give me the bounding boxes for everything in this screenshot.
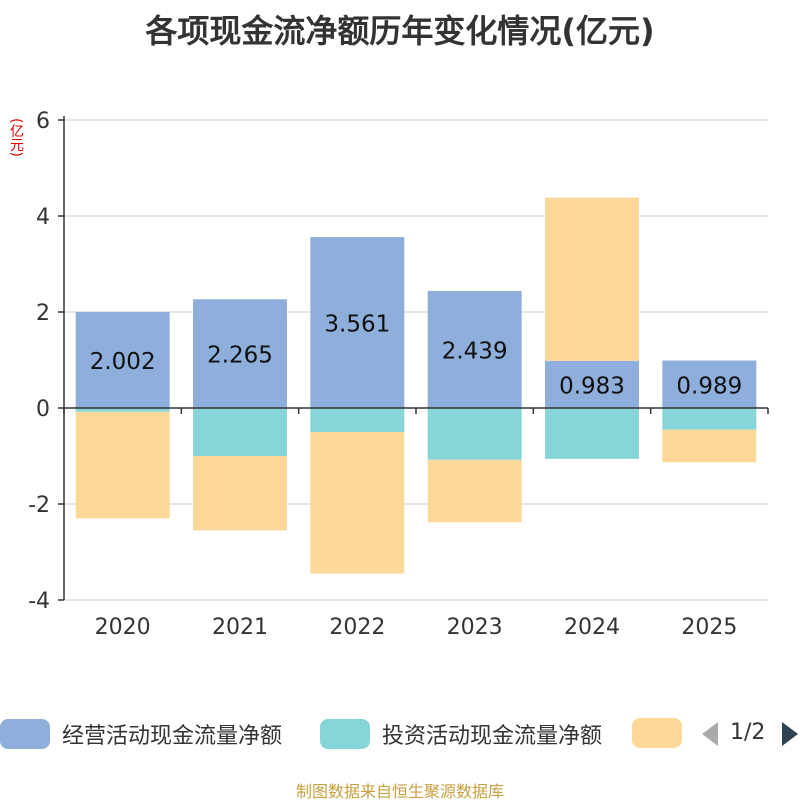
y-tick-label: 2 [36, 301, 50, 326]
x-tick-label-2021: 2021 [212, 615, 268, 640]
legend-label-investing: 投资活动现金流量净额 [382, 724, 603, 749]
data-label-2023: 2.439 [442, 338, 508, 364]
legend-item-financing[interactable] [632, 718, 694, 748]
y-axis-unit: (亿元) [8, 118, 24, 157]
legend-swatch-investing [320, 719, 370, 749]
chart-title: 各项现金流净额历年变化情况(亿元) [145, 12, 655, 50]
x-tick-label-2024: 2024 [564, 615, 620, 640]
bars [75, 197, 757, 574]
bar-2020-series-1 [75, 408, 170, 412]
bar-2020-series-0 [75, 311, 170, 408]
bar-2022-series-1 [310, 408, 405, 432]
legend: 经营活动现金流量净额 投资活动现金流量净额 [0, 718, 800, 752]
bar-2021-series-1 [193, 408, 287, 456]
bar-2020-series-2 [75, 411, 170, 519]
bar-2025-series-2 [662, 429, 757, 463]
bar-2023-series-2 [427, 459, 522, 523]
bar-2023-series-0 [427, 290, 522, 408]
bar-2024-series-2 [545, 197, 639, 361]
bar-2025-series-0 [662, 360, 757, 408]
labels: 2.002 2.265 3.561 2.439 0.983 0.989 [90, 312, 743, 400]
bar-2021-series-2 [193, 456, 287, 531]
y-tick-label: 6 [36, 109, 50, 134]
legend-prev-page-icon[interactable] [698, 720, 722, 748]
bar-2024-series-1 [545, 408, 639, 459]
bar-2023-series-1 [427, 408, 522, 460]
x-tick-label-2025: 2025 [681, 615, 737, 640]
x-tick-label-2023: 2023 [447, 615, 503, 640]
data-label-2025: 0.989 [676, 373, 742, 399]
legend-swatch-operating [0, 719, 50, 749]
legend-page-indicator: 1/2 [730, 720, 766, 745]
gridlines [64, 119, 768, 601]
legend-next-page-icon[interactable] [778, 720, 800, 748]
bar-2021-series-0 [193, 299, 287, 408]
y-tick-label: -4 [28, 589, 50, 614]
data-label-2021: 2.265 [207, 343, 273, 369]
legend-item-investing[interactable]: 投资活动现金流量净额 [320, 718, 602, 750]
bar-2024-series-0 [545, 360, 639, 408]
y-tick-label: 4 [36, 205, 50, 230]
bar-2025-series-1 [662, 408, 757, 430]
data-label-2024: 0.983 [559, 373, 625, 399]
legend-label-operating: 经营活动现金流量净额 [62, 724, 283, 749]
legend-item-operating[interactable]: 经营活动现金流量净额 [0, 718, 282, 750]
legend-swatch-financing [632, 718, 682, 748]
bar-2022-series-2 [310, 432, 405, 574]
x-tick-label-2022: 2022 [329, 615, 385, 640]
source-footer: 制图数据来自恒生聚源数据库 [295, 782, 504, 801]
y-tick-label: 0 [36, 397, 50, 422]
bar-2022-series-0 [310, 237, 405, 408]
data-label-2022: 3.561 [324, 312, 390, 338]
axes: -4 -2 0 2 4 6 2020 2021 2022 2023 2024 2025 [28, 109, 769, 640]
data-label-2020: 2.002 [90, 349, 156, 375]
y-tick-label: -2 [28, 493, 50, 518]
x-tick-label-2020: 2020 [95, 615, 151, 640]
